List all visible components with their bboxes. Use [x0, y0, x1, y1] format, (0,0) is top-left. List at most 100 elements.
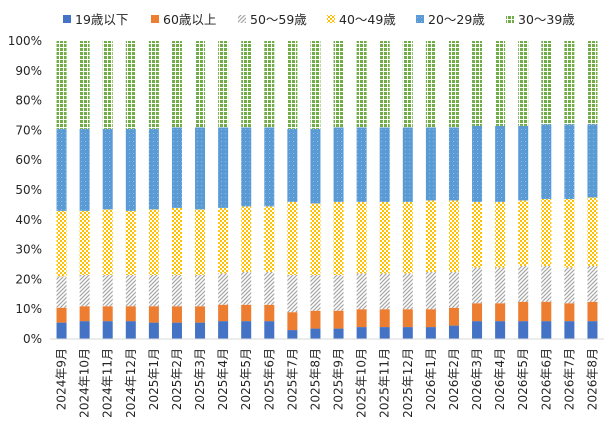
bar-segment [356, 201, 367, 274]
bar-segment [171, 127, 182, 208]
bar-segment [79, 210, 90, 275]
bar-segment [56, 128, 67, 211]
bar-segment [495, 41, 506, 126]
bar-segment [218, 41, 229, 128]
bar-segment [218, 207, 229, 274]
bar-segment [310, 203, 321, 275]
bar-segment [356, 127, 367, 202]
bar-segment [518, 41, 529, 126]
x-tick-label: 2025年12月 [401, 348, 415, 418]
y-axis: 0% 10% 20% 30% 40% 50% 60% 70% 80% 90% 100% [8, 34, 42, 346]
bar-segment [564, 321, 575, 339]
x-tick-label: 2026年7月 [562, 348, 576, 410]
bar-segment [333, 41, 344, 128]
bar-segment [79, 128, 90, 211]
bar-segment [472, 125, 483, 202]
x-tick-label: 2025年1月 [147, 348, 161, 410]
bar-segment [564, 124, 575, 199]
bar-segment [102, 306, 113, 322]
bar-segment [448, 200, 459, 272]
legend-swatch [327, 15, 335, 23]
bar-segment [518, 265, 529, 302]
bar-segment [310, 41, 321, 129]
legend-label: 30～39歳 [518, 12, 575, 27]
bar-segment [472, 303, 483, 322]
bar-segment [379, 327, 390, 339]
bar-segment [379, 309, 390, 328]
x-tick-label: 2025年2月 [170, 348, 184, 410]
bar-segment [171, 322, 182, 339]
bar-segment [333, 201, 344, 275]
bar-segment [264, 127, 275, 207]
bar-segment [102, 41, 113, 129]
bar-segment [379, 273, 390, 310]
bar-segment [495, 201, 506, 268]
bar-segment [125, 321, 136, 339]
bar-segment [125, 274, 136, 307]
y-tick-label: 90% [15, 64, 42, 78]
bar-segment [448, 41, 459, 128]
bar-segment [518, 200, 529, 266]
bar-segment [333, 328, 344, 339]
bar-segment [287, 128, 298, 202]
bar-segment [195, 41, 206, 128]
legend-item: 50～59歳 [238, 12, 307, 27]
bar-segment [171, 274, 182, 307]
bar-segment [425, 327, 436, 339]
bar-segment [195, 274, 206, 307]
bar-segment [333, 127, 344, 202]
bar-segment [287, 330, 298, 339]
legend-label: 50～59歳 [250, 12, 307, 27]
legend-swatch [238, 15, 246, 23]
bar-segment [402, 201, 413, 274]
bar-segment [472, 41, 483, 126]
bar-segment [379, 201, 390, 274]
x-tick-label: 2025年11月 [378, 348, 392, 418]
x-axis: 2024年9月 2024年10月 2024年11月 2024年12月 2025年1月 20… [50, 338, 604, 418]
bar-segment [195, 306, 206, 323]
bar-segment [287, 312, 298, 331]
bar-segment [241, 321, 252, 339]
bar-segment [333, 274, 344, 311]
bar-segment [495, 321, 506, 339]
x-tick-label: 2026年6月 [539, 348, 553, 410]
bar-segment [402, 327, 413, 339]
bar-segment [125, 41, 136, 129]
bar-segment [102, 209, 113, 275]
legend: 19歳以下 60歳以上 50～59歳 40～49歳 20～29歳 30～39歳 [63, 12, 575, 27]
bar-segment [102, 321, 113, 339]
bar-segment [541, 265, 552, 302]
x-tick-label: 2026年3月 [470, 348, 484, 410]
bar-segment [56, 307, 67, 323]
bar-segment [472, 321, 483, 339]
bar-segment [56, 322, 67, 339]
bar-segment [448, 127, 459, 201]
bar-segment [310, 274, 321, 311]
bar-segment [264, 321, 275, 339]
bar-segment [495, 303, 506, 322]
bar-segment [148, 209, 159, 275]
bar-segment [264, 41, 275, 128]
bar-segment [241, 304, 252, 322]
x-tick-label: 2024年9月 [55, 348, 69, 410]
legend-label: 20～29歳 [428, 12, 485, 27]
bar-segment [79, 41, 90, 129]
y-tick-label: 20% [15, 272, 42, 286]
x-tick-label: 2026年1月 [424, 348, 438, 410]
x-tick-label: 2025年10月 [355, 348, 369, 418]
bar-segment [56, 41, 67, 129]
bar-segment [264, 304, 275, 322]
bar-segment [264, 271, 275, 305]
bar-segment [518, 301, 529, 322]
bar-segment [472, 201, 483, 268]
bar-segment [564, 267, 575, 304]
x-tick-label: 2026年4月 [493, 348, 507, 410]
x-tick-label: 2024年12月 [124, 348, 138, 418]
legend-item: 19歳以下 [63, 12, 128, 27]
bar-segment [287, 201, 298, 275]
legend-item: 20～29歳 [416, 12, 485, 27]
bar-segment [333, 310, 344, 329]
bars [56, 41, 598, 339]
x-tick-label: 2024年10月 [78, 348, 92, 418]
